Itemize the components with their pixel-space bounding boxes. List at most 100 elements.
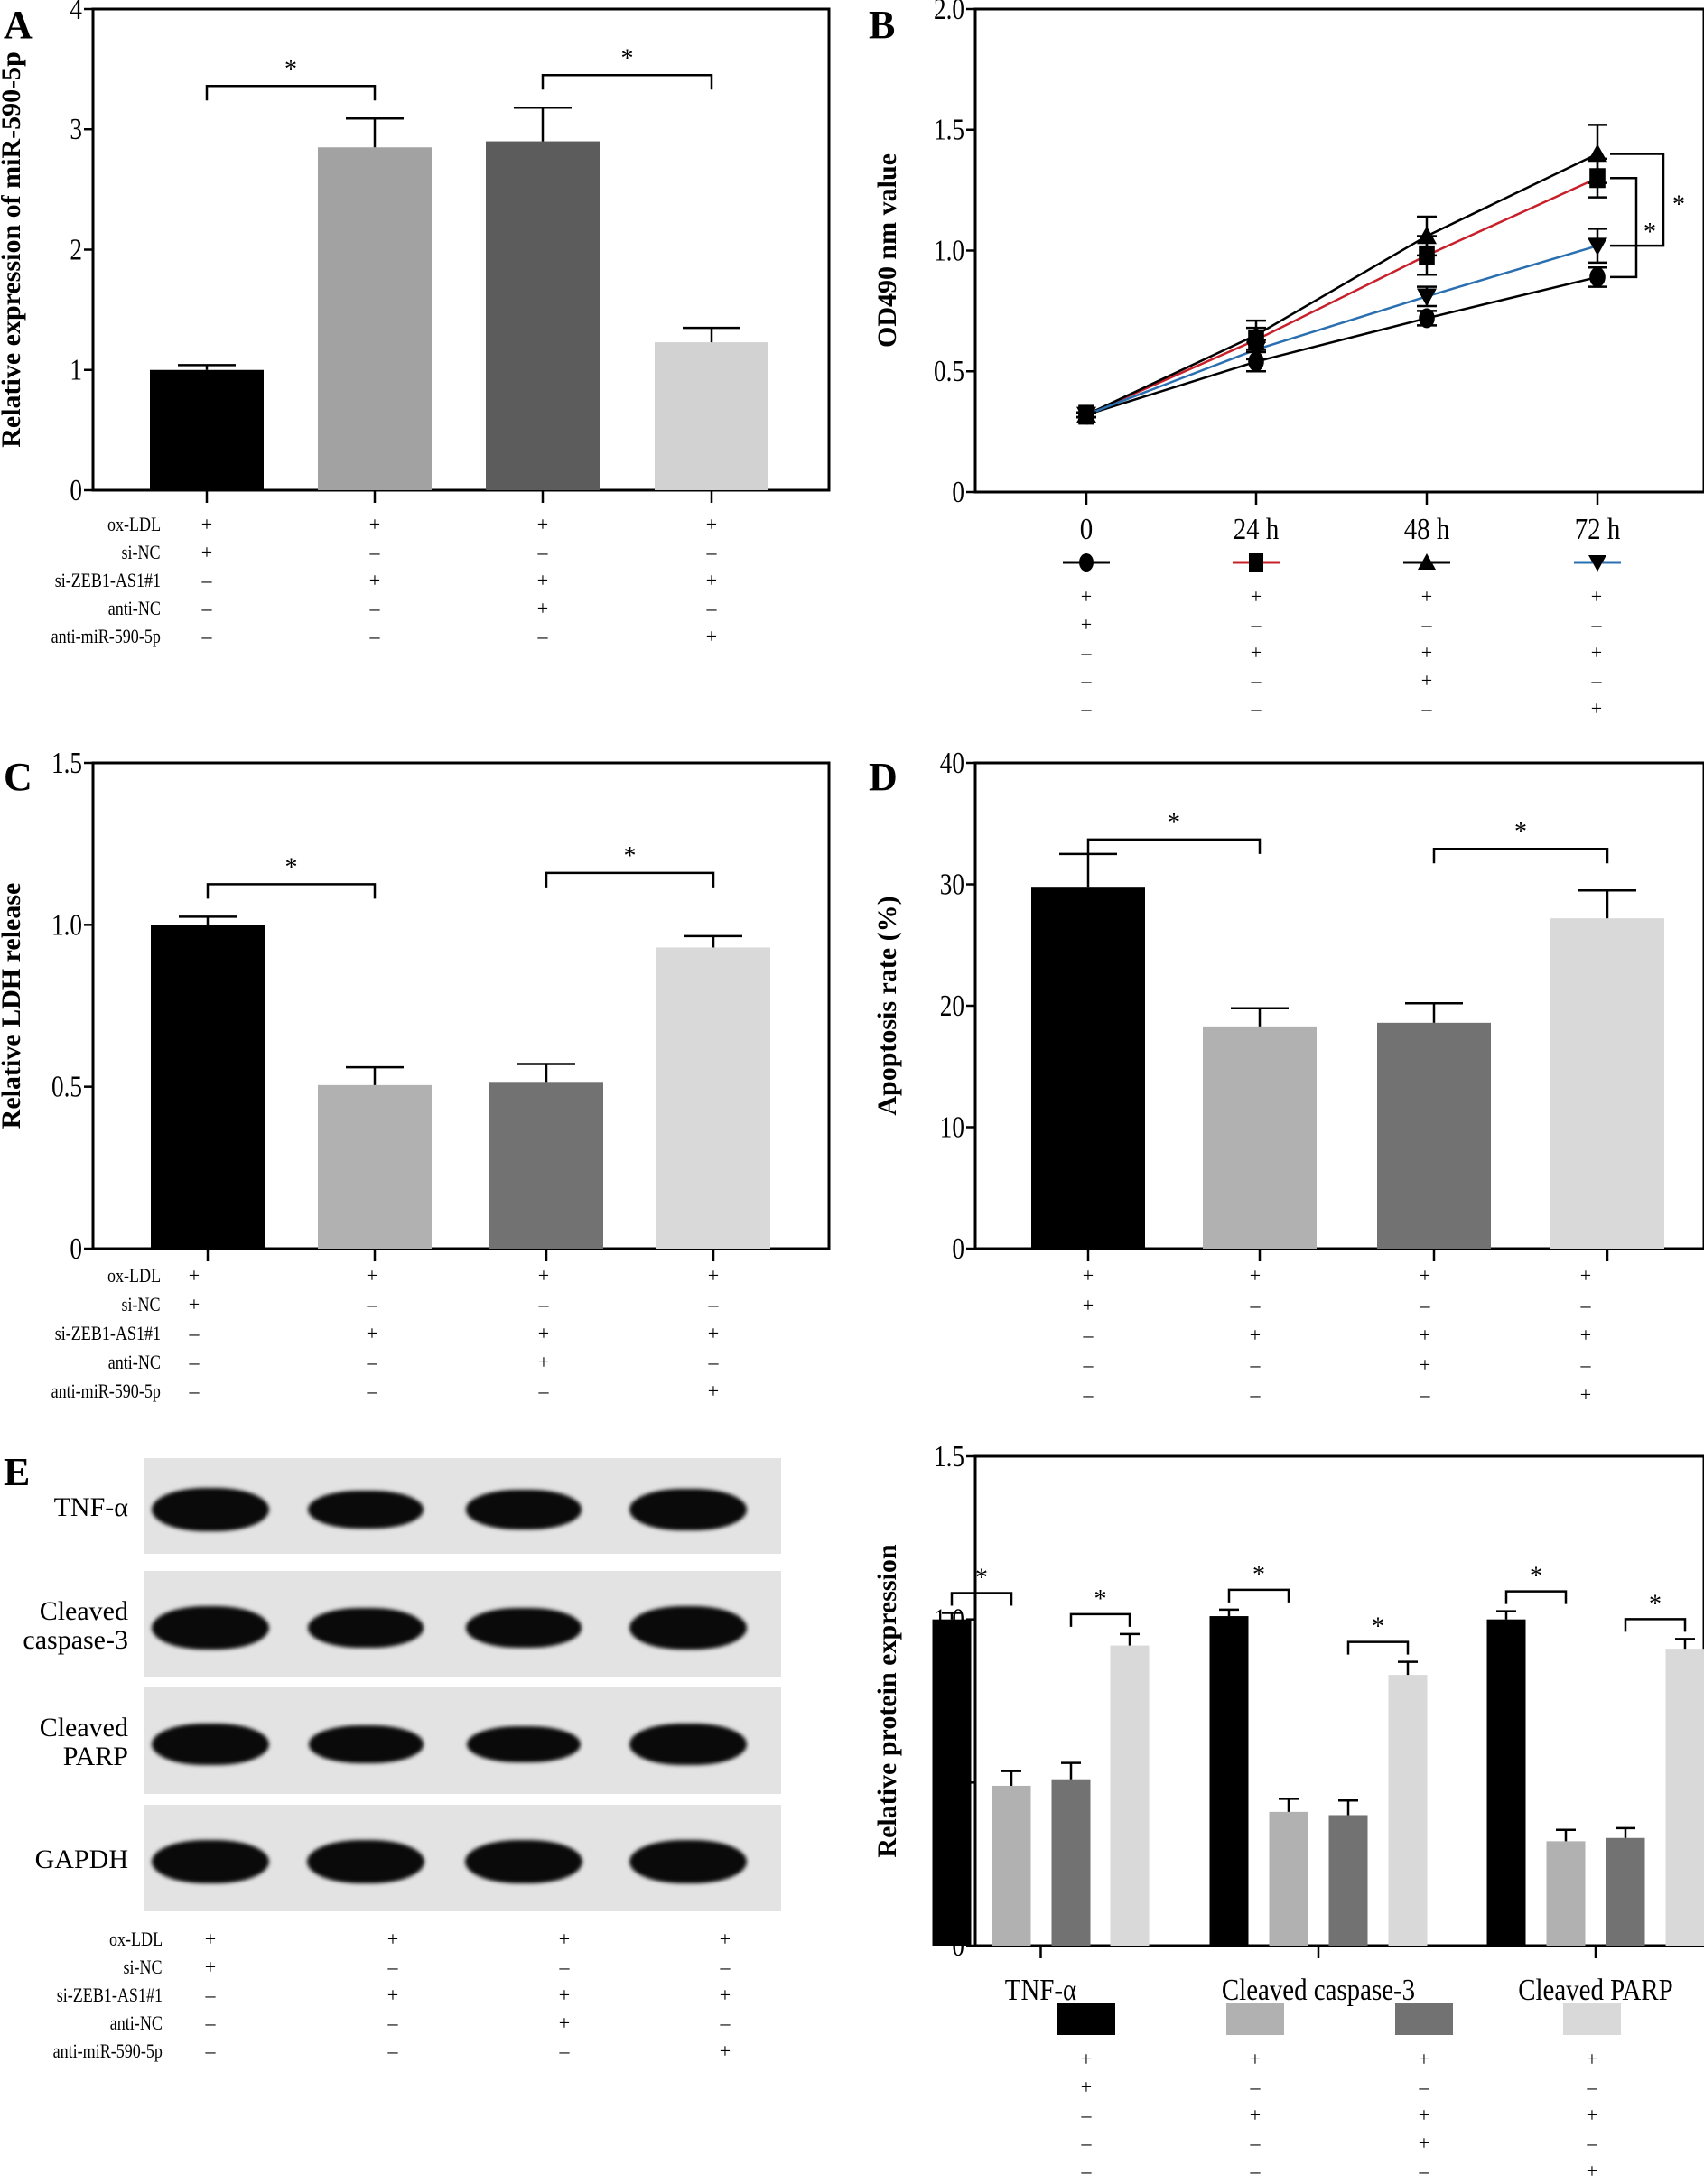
significance-star: * — [1094, 1585, 1107, 1613]
treatment-cell: – — [367, 1351, 377, 1373]
chart-a-miR-590-5p-expression: 0 1 2 3 4 Relative expression of miR-590-5p * * — [0, 0, 831, 506]
treatment-row-label: si-NC — [121, 1293, 161, 1315]
legend-marker — [1588, 555, 1606, 572]
blot-strip — [144, 1571, 781, 1677]
blot-strip — [144, 1458, 781, 1554]
treatment-cell: + — [558, 1984, 571, 2006]
treatment-cell: – — [1081, 2104, 1092, 2126]
blot-band — [308, 1608, 424, 1648]
bar — [486, 141, 600, 490]
chart-d-apoptosis-rate: 0 10 20 30 40 Apoptosis rate (%) * * — [872, 746, 1704, 1264]
blot-band — [152, 1840, 269, 1883]
treatment-cell: + — [1249, 1264, 1262, 1287]
significance-star: * — [1168, 809, 1180, 837]
significance-star: * — [284, 55, 297, 83]
bar — [1328, 1815, 1368, 1946]
panel-letter-d: D — [869, 755, 898, 799]
bar — [1486, 1619, 1526, 1946]
treatment-cell: – — [1083, 1353, 1094, 1376]
treatment-cell: – — [1421, 697, 1432, 720]
blot-strip — [144, 1687, 781, 1794]
significance-bracket — [541, 74, 713, 90]
treatment-row-label: ox-LDL — [108, 1928, 163, 1950]
significance-star: * — [285, 853, 298, 881]
treatment-cell: + — [188, 1264, 200, 1287]
treatment-cell: + — [368, 513, 381, 535]
treatment-cell: – — [1081, 669, 1092, 692]
y-axis-label: OD490 nm value — [872, 153, 902, 348]
blot-band — [152, 1723, 269, 1766]
significance-star: * — [1372, 1613, 1384, 1641]
treatment-cell: + — [1250, 585, 1262, 608]
significance-star: * — [1649, 1590, 1662, 1618]
treatment-cell: – — [559, 2040, 570, 2062]
significance-bracket — [1069, 1612, 1131, 1627]
y-tick-label: 0 — [952, 475, 964, 509]
y-tick-label: 1.0 — [51, 908, 82, 943]
treatment-cell: – — [706, 597, 717, 619]
chart-b-od490-line: 0 0.5 1.0 1.5 2.0 OD490 nm value 0 24 h 48 h 72 h… — [872, 0, 1704, 546]
treatment-cell: – — [537, 625, 548, 647]
treatment-cell: – — [367, 1293, 377, 1315]
treatment-cell: – — [559, 1956, 570, 1978]
blot-row-label: Cleaved caspase-3 — [0, 1597, 128, 1655]
x-tick-label: 72 h — [1575, 512, 1621, 546]
treatment-cell: + — [1579, 1324, 1592, 1346]
treatment-cell: + — [1419, 1324, 1431, 1346]
treatment-cell: + — [1420, 641, 1433, 664]
significance-bracket — [950, 1592, 1013, 1606]
treatment-cell: + — [1418, 2132, 1430, 2154]
y-tick-label: 3 — [70, 112, 82, 146]
x-tick-label: 48 h — [1404, 512, 1450, 546]
treatment-cell: + — [1082, 1294, 1094, 1316]
treatment-cell: + — [204, 1956, 217, 1978]
treatment-cell: – — [189, 1380, 200, 1402]
blot-row-label-line: Cleaved — [39, 1596, 128, 1626]
y-tick-label: 1.5 — [934, 113, 964, 147]
treatment-row-label: si-ZEB1-AS1#1 — [56, 1984, 163, 2006]
significance-star: * — [1672, 191, 1685, 218]
treatment-cell: + — [1590, 641, 1603, 664]
treatment-cell: + — [368, 569, 381, 591]
treatment-row-label: si-NC — [121, 541, 161, 563]
treatment-cell: + — [1420, 669, 1433, 692]
y-tick-label: 0.5 — [934, 354, 964, 388]
treatment-row-label: ox-LDL — [107, 1264, 161, 1287]
blot-band — [466, 1490, 582, 1529]
y-axis-label: Apoptosis rate (%) — [872, 896, 902, 1115]
treatment-cell: + — [1579, 1264, 1592, 1287]
treatment-cell: – — [205, 2040, 216, 2062]
treatment-cell: + — [1249, 2104, 1262, 2126]
blot-row-label: GAPDH — [0, 1845, 128, 1874]
panel-letter-e: E — [4, 1450, 31, 1494]
treatment-cell: – — [1250, 1294, 1261, 1316]
blot-band — [629, 1840, 747, 1883]
blot-band — [629, 1723, 747, 1766]
treatment-cell: – — [1251, 613, 1262, 636]
y-tick-label: 40 — [940, 746, 964, 780]
y-tick-label: 2.0 — [934, 0, 964, 26]
bar — [1051, 1779, 1091, 1946]
blot-band — [629, 1606, 747, 1650]
treatment-row-label: si-ZEB1-AS1#1 — [54, 569, 161, 591]
treatment-cell: – — [537, 541, 548, 563]
blot-band — [466, 1725, 582, 1763]
blot-band — [308, 1725, 424, 1763]
treatment-cell: – — [1421, 613, 1432, 636]
bar — [318, 147, 432, 491]
treatment-cell: – — [1081, 641, 1092, 664]
treatment-cell: – — [367, 1380, 377, 1402]
treatment-cell: + — [719, 1928, 731, 1950]
significance-bracket — [1227, 1588, 1290, 1603]
bar — [1388, 1675, 1428, 1946]
bar — [992, 1785, 1031, 1946]
treatment-cell: + — [537, 1264, 550, 1287]
treatment-cell: + — [558, 1928, 571, 1950]
significance-star: * — [1514, 818, 1527, 846]
y-tick-label: 1 — [70, 353, 82, 387]
treatment-cell: – — [720, 2012, 731, 2034]
treatment-cell: + — [707, 1322, 720, 1344]
treatment-cell: + — [1082, 1264, 1094, 1287]
chart-c-ldh-release: 0 0.5 1.0 1.5 Relative LDH release * * — [0, 746, 831, 1264]
treatment-cell: + — [536, 569, 549, 591]
